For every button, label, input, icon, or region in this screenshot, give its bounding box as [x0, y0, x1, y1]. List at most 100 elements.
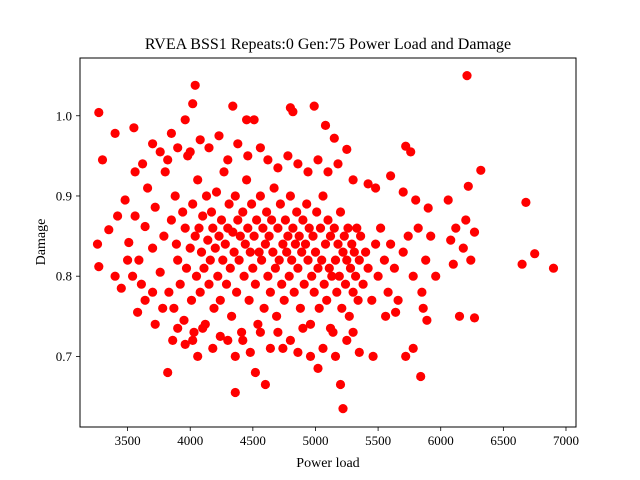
data-point-272 — [330, 351, 341, 361]
data-point-39 — [166, 215, 176, 225]
data-point-267 — [298, 323, 308, 333]
data-point-182 — [351, 271, 361, 281]
data-point-26 — [120, 195, 130, 205]
data-point-255 — [230, 351, 240, 361]
data-point-140 — [298, 215, 308, 225]
data-point-91 — [237, 327, 247, 337]
x-tick-label: 5000 — [302, 433, 328, 448]
data-point-281 — [401, 351, 411, 361]
data-point-257 — [238, 335, 248, 345]
data-point-89 — [234, 255, 244, 265]
data-point-67 — [206, 207, 217, 217]
data-point-13 — [249, 115, 259, 125]
data-point-73 — [214, 231, 224, 241]
data-point-112 — [263, 271, 273, 281]
x-axis-label: Power load — [296, 456, 359, 471]
data-point-21 — [476, 165, 486, 175]
data-point-161 — [324, 263, 334, 273]
data-point-169 — [334, 271, 344, 281]
x-tick-label: 4500 — [240, 433, 266, 448]
data-point-282 — [408, 343, 418, 353]
data-point-9 — [166, 128, 176, 138]
data-point-246 — [168, 335, 178, 345]
data-point-203 — [417, 287, 427, 297]
data-point-283 — [416, 371, 426, 382]
data-point-72 — [213, 271, 223, 281]
data-point-94 — [240, 239, 250, 249]
data-point-115 — [267, 215, 277, 225]
data-point-241 — [140, 295, 150, 305]
data-point-152 — [313, 263, 323, 273]
data-point-265 — [285, 335, 295, 345]
data-point-260 — [255, 327, 265, 337]
data-point-120 — [273, 223, 283, 233]
data-point-275 — [342, 335, 352, 345]
data-point-50 — [185, 243, 195, 253]
data-point-42 — [171, 239, 181, 249]
data-point-134 — [290, 239, 300, 249]
data-point-14 — [288, 107, 298, 117]
data-point-238 — [123, 255, 133, 265]
data-point-78 — [220, 239, 230, 249]
data-point-157 — [319, 279, 329, 289]
data-point-280 — [391, 307, 401, 317]
data-point-28 — [130, 211, 140, 221]
data-point-47 — [180, 223, 190, 233]
data-point-167 — [332, 287, 342, 297]
data-point-79 — [221, 279, 232, 289]
data-point-209 — [148, 139, 158, 149]
data-point-53 — [189, 327, 199, 337]
data-point-55 — [191, 271, 202, 281]
data-point-51 — [186, 295, 197, 305]
data-point-288 — [451, 223, 461, 233]
data-point-54 — [190, 231, 200, 241]
data-point-243 — [150, 319, 160, 329]
data-point-119 — [272, 311, 282, 321]
data-point-231 — [371, 183, 381, 193]
data-point-274 — [338, 404, 348, 414]
data-point-266 — [293, 347, 303, 357]
data-point-87 — [232, 287, 242, 297]
data-point-289 — [454, 311, 465, 321]
data-point-244 — [158, 303, 168, 313]
data-point-135 — [292, 207, 302, 217]
data-point-40 — [169, 303, 179, 313]
data-point-195 — [383, 287, 393, 297]
data-point-162 — [325, 231, 336, 241]
data-point-20 — [463, 181, 473, 191]
data-point-106 — [255, 191, 265, 201]
data-point-86 — [230, 191, 240, 201]
data-point-96 — [243, 223, 253, 233]
data-point-104 — [253, 319, 263, 329]
data-point-173 — [339, 231, 349, 241]
data-point-299 — [548, 263, 559, 273]
data-point-58 — [195, 287, 205, 297]
data-point-16 — [329, 133, 339, 143]
data-point-38 — [164, 287, 174, 297]
data-point-184 — [353, 295, 363, 305]
data-point-240 — [133, 307, 143, 317]
data-point-208 — [138, 159, 148, 169]
data-point-127 — [282, 247, 292, 257]
data-point-285 — [422, 315, 432, 325]
plot-frame — [79, 57, 577, 428]
data-point-107 — [257, 255, 267, 265]
data-point-24 — [104, 225, 114, 235]
data-point-101 — [249, 231, 259, 241]
data-point-224 — [293, 159, 303, 169]
data-point-293 — [469, 227, 480, 237]
data-point-124 — [278, 239, 288, 249]
data-point-74 — [215, 295, 225, 305]
data-point-116 — [268, 247, 278, 257]
data-point-191 — [371, 239, 381, 249]
data-point-136 — [293, 263, 303, 273]
x-tick-label: 4000 — [177, 433, 203, 448]
data-point-207 — [130, 167, 140, 177]
x-tick-label: 6000 — [428, 433, 454, 448]
data-point-64 — [203, 235, 213, 245]
data-point-179 — [347, 239, 357, 249]
data-point-155 — [317, 255, 327, 265]
data-point-17 — [342, 144, 352, 154]
data-point-291 — [461, 215, 471, 225]
x-axis-ticks: 3500 4000 4500 5000 5500 6000 6500 7000 — [115, 427, 579, 448]
